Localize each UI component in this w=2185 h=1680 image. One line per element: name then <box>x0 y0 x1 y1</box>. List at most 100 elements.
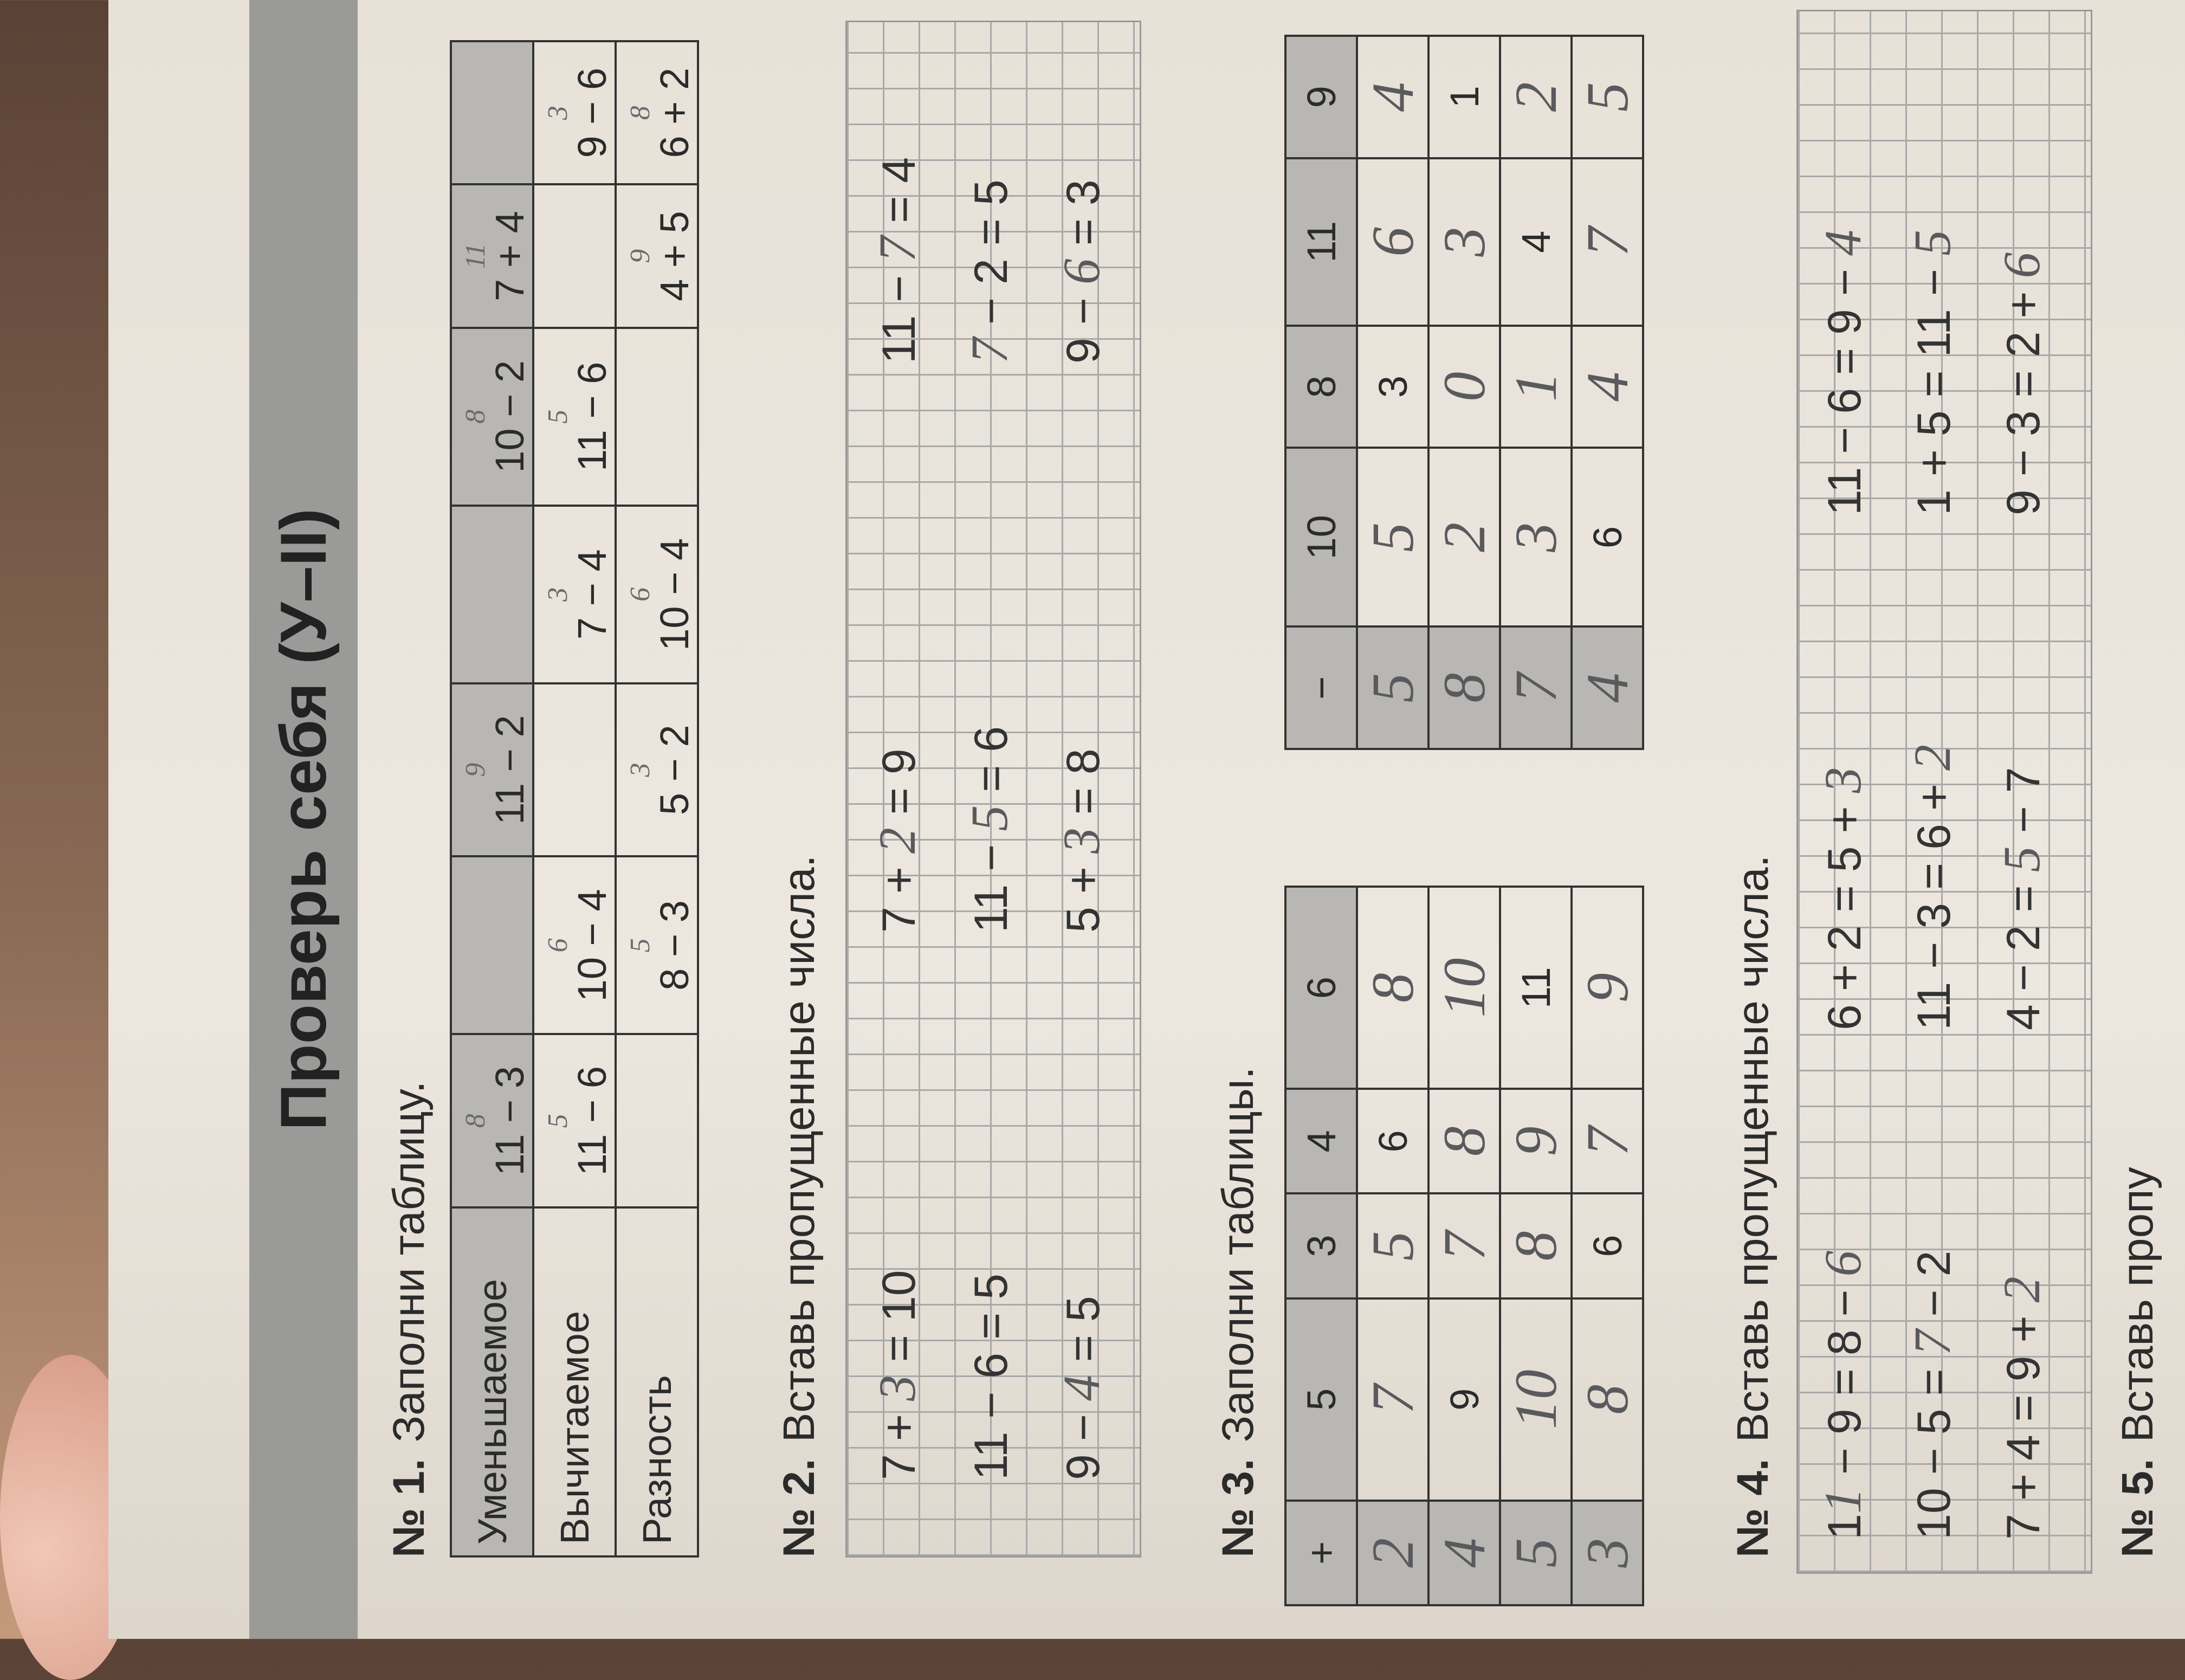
column-header: 4 <box>1285 1089 1357 1194</box>
printed-text: 9 − <box>1057 1401 1109 1480</box>
column-header: 3 <box>1285 1193 1357 1298</box>
table-cell: 5 11 − 6 <box>533 327 616 506</box>
workbook-page: Проверь себя (У–II) № 1. Заполни таблицу.… <box>108 0 2185 1639</box>
handwritten-answer: 0 <box>1428 325 1500 448</box>
printed-text: 9 − 3 = 2 + <box>1997 278 2050 515</box>
column-header: 8 <box>1285 325 1357 448</box>
task4-grid: 11 − 9 = 8 − 6 10 − 5 = 7 − 2 7 + 4 = 9 + … <box>1796 10 2092 1574</box>
task3-table-subtraction: −10 8 11 9 5 5 3 6 4 8 2 0 3 1 7 3 1 4 2 4 6 4 7 5 <box>1284 35 1644 750</box>
printed-expression: 5 − 2 <box>652 725 697 815</box>
handwritten-answer: 6 <box>1814 1250 1872 1277</box>
printed-expression: 11 − 6 <box>570 361 615 471</box>
handwritten-answer: 5 <box>542 409 573 424</box>
printed-expression: 11 − 6 <box>570 1066 615 1176</box>
printed-text: 4 − 2 = <box>1997 872 2050 1030</box>
printed-text: = 3 <box>1057 179 1109 259</box>
printed-text: 9 − <box>1057 285 1109 364</box>
cell-content <box>619 329 695 505</box>
handwritten-answer: 8 <box>460 1114 491 1128</box>
title-bar: Проверь себя (У–II) <box>249 0 358 1639</box>
cell-content <box>619 1035 695 1206</box>
handwritten-answer: 10 <box>1428 887 1500 1089</box>
column-header: 9 <box>1285 36 1357 158</box>
table-cell <box>616 327 698 506</box>
equation: 9 − 3 = 2 + 6 <box>1993 252 2051 515</box>
equation: 7 + 4 = 9 + 2 <box>1993 1276 2051 1540</box>
equation: 7 − 2 = 5 <box>960 179 1018 364</box>
handwritten-answer: 5 <box>960 805 1018 831</box>
operator-cell: − <box>1285 626 1357 749</box>
equation: 1 + 5 = 11 − 5 <box>1903 230 1961 515</box>
handwritten-answer: 11 <box>460 243 491 269</box>
row-header: Уменьшаемое <box>451 1207 533 1556</box>
printed-text: − 2 <box>1908 1250 1960 1330</box>
printed-expression: 10 − 2 <box>487 360 532 473</box>
handwritten-answer: 1 <box>1500 325 1572 448</box>
row-header: 5 <box>1500 1500 1572 1605</box>
handwritten-answer: 9 <box>460 763 491 777</box>
printed-value: 6 <box>1572 1193 1643 1298</box>
handwritten-answer: 5 <box>1357 1193 1428 1298</box>
table-cell: 6 10 − 4 <box>616 505 698 683</box>
row-header: 5 <box>1357 626 1428 749</box>
handwritten-answer: 8 <box>460 409 491 424</box>
cell-content: 5 11 − 6 <box>536 329 615 505</box>
cell-content <box>536 185 612 326</box>
handwritten-answer: 8 <box>625 106 656 120</box>
printed-expression: 7 + 4 <box>487 211 532 301</box>
cell-content: 8 10 − 2 <box>454 329 532 505</box>
handwritten-answer: 8 <box>1428 1089 1500 1194</box>
handwritten-answer: 5 <box>1572 36 1643 158</box>
printed-text: − 7 <box>1997 767 2050 847</box>
printed-text: 7 + <box>873 854 925 933</box>
printed-text: 11 − <box>873 262 925 364</box>
printed-text: = 4 <box>873 157 925 236</box>
table-cell <box>533 184 616 328</box>
handwritten-answer: 4 <box>1572 325 1643 448</box>
printed-text: 10 − 5 = <box>1908 1355 1960 1540</box>
printed-value: 11 <box>1500 887 1572 1089</box>
page-title: Проверь себя (У–II) <box>267 508 340 1130</box>
task-text: Вставь пропу <box>2113 1167 2162 1443</box>
handwritten-answer: 3 <box>1500 448 1572 627</box>
handwritten-answer: 6 <box>1357 158 1428 326</box>
handwritten-answer: 5 <box>542 1114 573 1128</box>
task-text: Вставь пропущенные числа. <box>1728 855 1777 1443</box>
printed-value: 6 <box>1572 448 1643 627</box>
printed-expression: 9 − 6 <box>570 67 615 158</box>
printed-text: 1 + 5 = 11 − <box>1908 256 1960 515</box>
printed-expression: 11 − 3 <box>487 1066 532 1176</box>
printed-value: 1 <box>1428 36 1500 158</box>
table-header-row: −10 8 11 9 <box>1285 36 1357 749</box>
printed-text: = 6 <box>965 726 1017 805</box>
handwritten-answer: 6 <box>1052 259 1110 285</box>
handwritten-answer: 4 <box>1357 36 1428 158</box>
cell-content: 6 10 − 4 <box>619 507 697 682</box>
handwritten-answer: 5 <box>1357 448 1428 627</box>
handwritten-answer: 3 <box>868 1375 926 1401</box>
task-text: Вставь пропущенные числа. <box>774 855 824 1443</box>
handwritten-answer: 2 <box>1500 36 1572 158</box>
task3-heading: № 3. Заполни таблицы. <box>1213 1067 1263 1558</box>
handwritten-answer: 3 <box>1052 828 1110 854</box>
task5-heading: № 5. Вставь пропу <box>2113 1167 2162 1558</box>
task-number: № 1. <box>384 1458 434 1558</box>
printed-expression: 10 − 4 <box>652 538 697 651</box>
handwritten-answer: 2 <box>1903 745 1961 771</box>
table-cell: 5 11 − 6 <box>533 1034 616 1207</box>
printed-text: 1 <box>1819 1514 1871 1540</box>
handwritten-answer: 5 <box>1903 230 1961 256</box>
cell-content <box>454 507 530 682</box>
table-row: Уменьшаемое 8 11 − 3 9 11 − 2 8 10 − 2 11 7 + 4 <box>451 41 533 1556</box>
table-cell <box>451 856 533 1035</box>
handwritten-answer: 3 <box>1428 158 1500 326</box>
